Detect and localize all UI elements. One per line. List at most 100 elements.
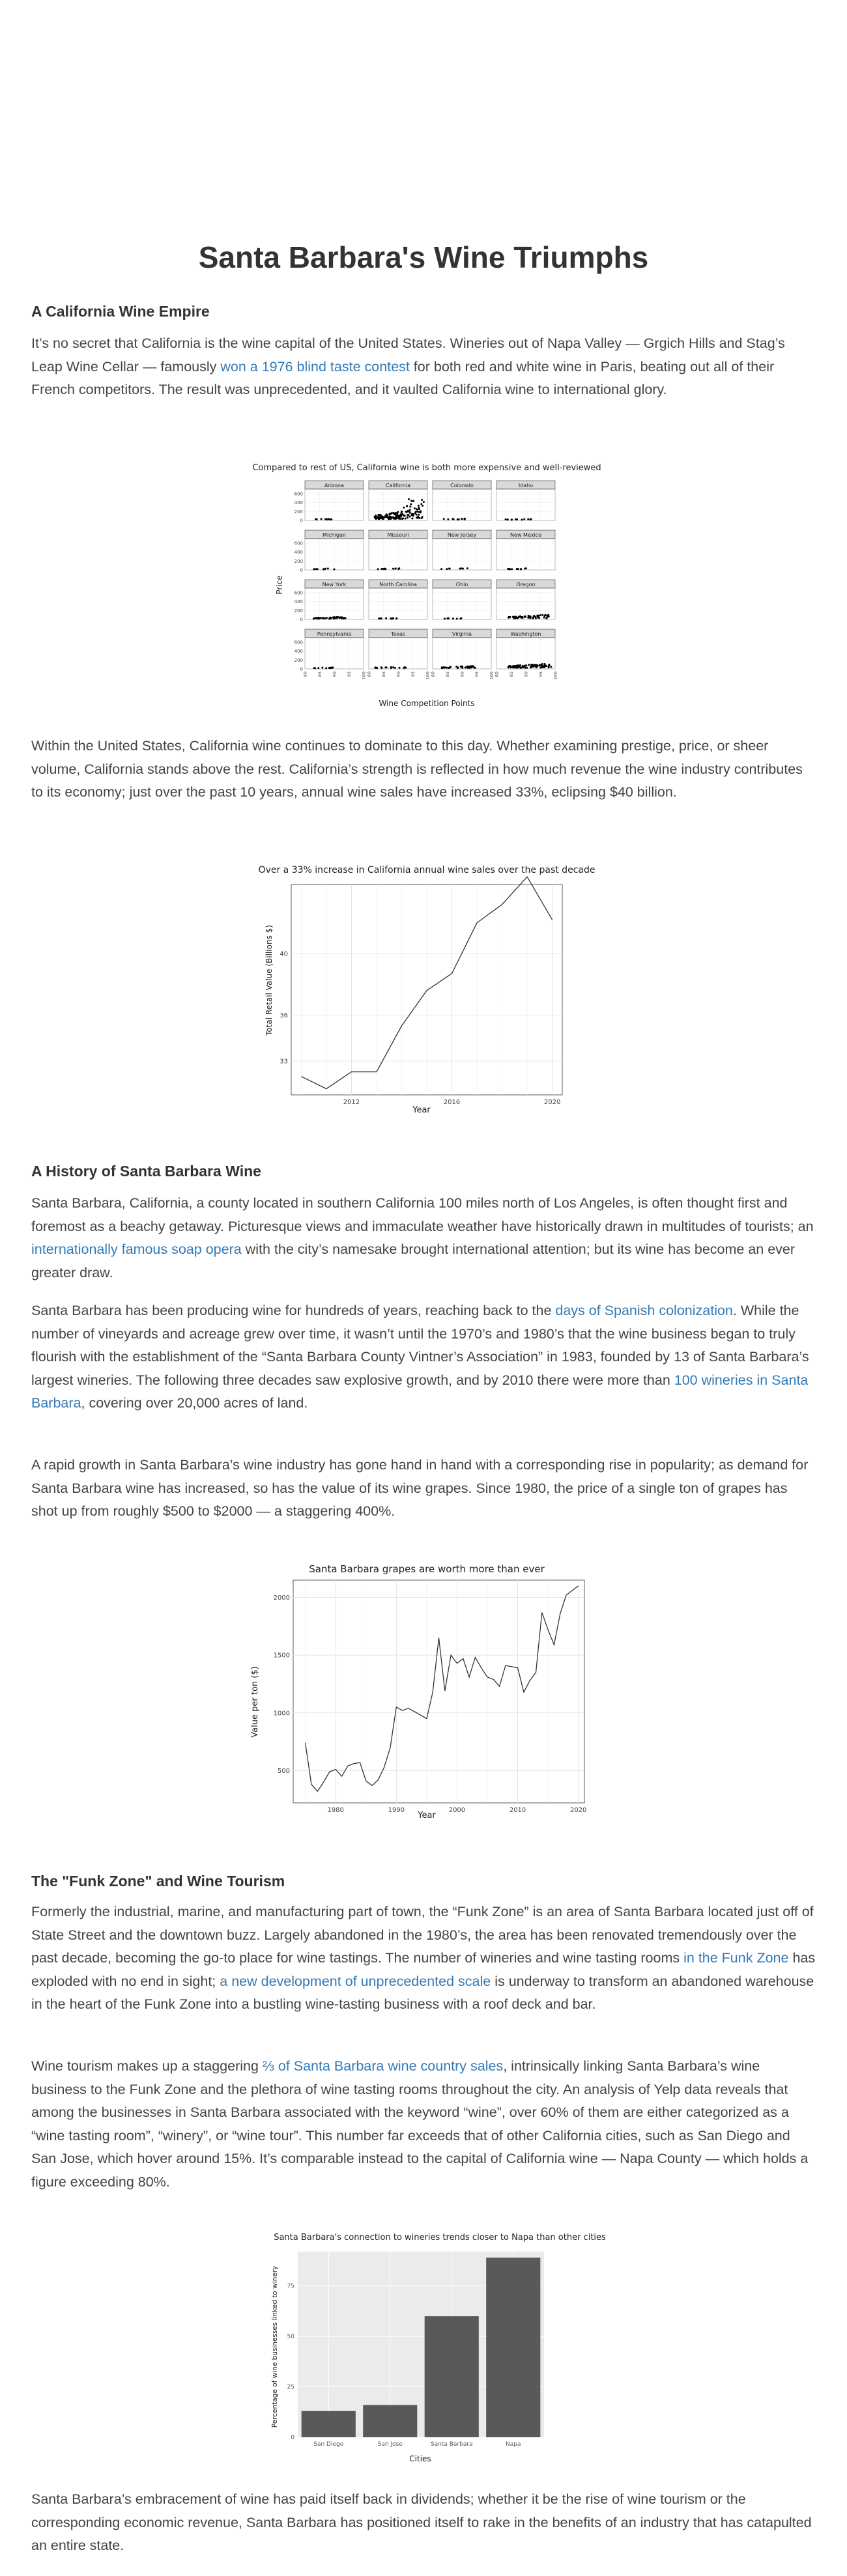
scatter-point [507,616,510,619]
scatter-point [420,517,423,519]
x-tick-label: 95 [410,672,416,677]
link-wine-country-sales[interactable]: ⅔ of Santa Barbara wine country sales [262,2058,504,2074]
scatter-point [527,518,530,520]
x-tick-label: 80 [495,672,500,677]
scatter-point [327,518,330,520]
scatter-point [406,516,409,518]
scatter-point [527,614,530,617]
scatter-point [418,517,421,519]
link-soap-opera[interactable]: internationally famous soap opera [31,1241,242,1257]
scatter-point [519,568,522,571]
scatter-point [421,498,424,501]
section-heading-history: A History of Santa Barbara Wine [31,1163,261,1180]
scatter-point [324,567,326,570]
scatter-point [524,616,526,619]
facet-panel: Ohio [432,579,492,620]
scatter-point [543,662,546,665]
scatter-point [380,517,383,519]
scatter-point [315,568,317,571]
scatter-point [398,516,401,518]
y-tick-label: 200 [294,509,303,515]
y-tick-label: 40 [280,951,288,958]
paragraph-7: Wine tourism makes up a staggering ⅔ of … [31,2055,816,2194]
scatter-point [403,666,405,669]
scatter-point [412,500,415,502]
scatter-point [530,665,532,668]
x-tick-label: 100 [362,672,367,679]
y-tick-label: 0 [300,617,303,623]
link-spanish-colonization[interactable]: days of Spanish colonization [555,1303,733,1318]
scatter-point [513,666,515,668]
facet-label: Washington [510,631,541,637]
scatter-point [392,666,395,668]
link-blind-taste-contest[interactable]: won a 1976 blind taste contest [220,358,410,375]
scatter-point [515,616,517,618]
scatter-point [532,666,535,668]
scatter-point [519,666,522,669]
scatter-point [329,616,332,619]
bar [486,2258,541,2437]
scatter-point [377,568,379,571]
scatter-point [379,617,381,619]
x-tick-label: 90 [332,672,337,677]
paragraph-4: Santa Barbara has been producing wine fo… [31,1299,816,1415]
bar [363,2405,418,2437]
scatter-point [415,508,418,511]
scatter-point [446,617,449,619]
facet-label: Colorado [450,483,474,488]
facet-panel: Pennsylvania 0 200 400 600 80 85 90 95 100 [294,629,367,679]
scatter-point [548,663,551,666]
scatter-point [457,518,460,520]
scatter-point [407,509,409,512]
scatter-point [410,513,413,515]
x-tick-label: 100 [489,672,495,679]
scatter-point [335,616,337,618]
scatter-point [405,666,407,669]
scatter-point [326,567,329,570]
y-axis-label: Price [275,575,284,594]
scatter-point [544,614,547,616]
paragraph-2: Within the United States, California win… [31,738,803,800]
link-100-wineries[interactable]: 100 wineries in Santa Barbara [31,1372,809,1411]
california-price-points-chart: Compared to rest of US, California wine … [252,463,601,708]
scatter-point [511,568,513,571]
scatter-point [320,518,323,520]
y-tick-label: 36 [280,1012,288,1019]
paragraph-8: Santa Barbara’s embracement of wine has … [31,2491,812,2553]
scatter-point [386,515,389,517]
scatter-point [375,666,377,669]
facet-label: New York [323,582,347,587]
scatter-point [385,617,388,619]
x-tick-label: 80 [303,672,308,677]
scatter-point [440,666,443,669]
x-tick-label: 85 [445,672,450,677]
paragraph-6: Formerly the industrial, marine, and man… [31,1901,816,2017]
facet-label: Idaho [519,483,533,488]
x-tick-label: 2020 [544,1099,560,1106]
scatter-point [380,666,382,669]
x-tick-label: 85 [381,672,386,677]
link-new-development[interactable]: a new development of unprecedented scale [220,1973,491,1989]
y-tick-label: 600 [294,590,303,595]
page-title: Santa Barbara's Wine Triumphs [198,240,649,274]
scatter-point [523,518,526,520]
scatter-point [532,664,535,666]
y-tick-label: 400 [294,599,303,604]
x-axis-label: Year [417,1811,436,1820]
scatter-point [448,567,450,570]
scatter-point [410,500,413,502]
scatter-point [392,516,394,518]
paragraph-text: with the city’s namesake brought interna… [31,1241,796,1281]
scatter-point [422,504,424,507]
scatter-point [407,498,410,500]
bar [301,2411,356,2437]
scatter-point [412,513,415,516]
scatter-point [416,510,419,513]
scatter-point [330,518,333,520]
scatter-point [399,518,401,520]
scatter-point [376,516,379,518]
section-heading-california: A California Wine Empire [31,303,210,320]
scatter-point [325,667,328,670]
link-funk-zone[interactable]: in the Funk Zone [683,1950,789,1966]
y-tick-label: 500 [278,1768,290,1775]
